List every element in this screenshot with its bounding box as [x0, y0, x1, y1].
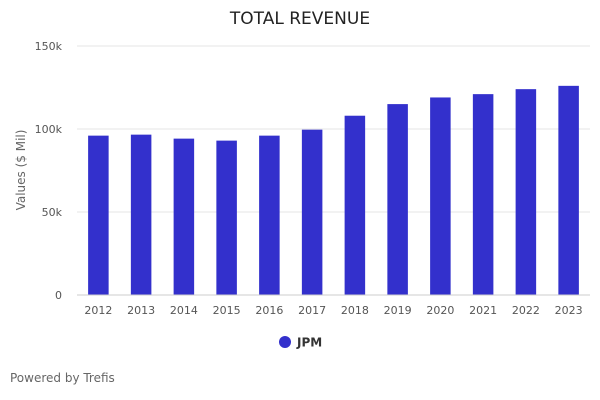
x-tick-label: 2021: [469, 304, 497, 317]
x-axis-ticks: 2012 2013 2014 2015 2016 2017 2018 2019 2020 2021…: [84, 304, 582, 317]
chart-title: TOTAL REVENUE: [229, 9, 370, 29]
x-tick-label: 2023: [555, 304, 583, 317]
x-tick-label: 2014: [170, 304, 198, 317]
bar-series: [88, 85, 579, 296]
x-tick-label: 2022: [512, 304, 540, 317]
y-tick-label: 100k: [35, 123, 63, 136]
bar-2019[interactable]: [387, 104, 408, 295]
bar-2012[interactable]: [88, 135, 109, 295]
bar-2016[interactable]: [259, 135, 280, 295]
x-tick-label: 2019: [384, 304, 412, 317]
grid-lines: [77, 45, 590, 213]
legend[interactable]: JPM: [279, 336, 322, 350]
y-tick-label: 150k: [35, 40, 63, 53]
x-tick-label: 2017: [298, 304, 326, 317]
bar-2017[interactable]: [301, 129, 323, 295]
bar-2022[interactable]: [515, 89, 537, 295]
y-tick-label: 0: [55, 289, 62, 302]
x-tick-label: 2015: [213, 304, 241, 317]
bar-2018[interactable]: [344, 115, 366, 295]
bar-2013[interactable]: [130, 134, 152, 295]
bar-2021[interactable]: [472, 94, 494, 295]
bar-2014[interactable]: [173, 138, 195, 295]
x-tick-label: 2016: [255, 304, 283, 317]
y-axis-label: Values ($ Mil): [14, 130, 28, 211]
powered-by-footer: Powered by Trefis: [10, 371, 115, 385]
legend-label[interactable]: JPM: [296, 336, 322, 350]
y-tick-label: 50k: [42, 206, 63, 219]
x-tick-label: 2018: [341, 304, 369, 317]
x-tick-label: 2020: [426, 304, 454, 317]
legend-marker[interactable]: [279, 336, 291, 348]
bar-2020[interactable]: [430, 97, 451, 296]
bar-2015[interactable]: [216, 140, 237, 295]
x-tick-label: 2012: [84, 304, 112, 317]
x-tick-label: 2013: [127, 304, 155, 317]
y-axis-ticks: 0 50k 100k 150k: [35, 40, 63, 302]
bar-2023[interactable]: [558, 85, 579, 295]
